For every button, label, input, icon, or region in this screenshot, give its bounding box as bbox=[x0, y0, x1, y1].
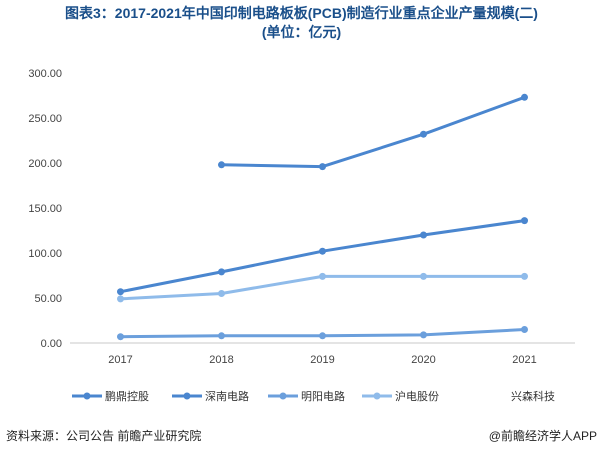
x-tick-label: 2019 bbox=[310, 354, 334, 366]
legend-label: 鹏鼎控股 bbox=[105, 389, 149, 403]
data-point bbox=[420, 331, 427, 339]
y-tick-label: 250.00 bbox=[28, 113, 62, 125]
chart-title-line-1: 图表3：2017-2021年中国印制电路板板(PCB)制造行业重点企业产量规模(… bbox=[65, 5, 538, 21]
legend-swatch-marker bbox=[183, 392, 191, 400]
data-point bbox=[420, 231, 427, 239]
y-tick-label: 100.00 bbox=[28, 248, 62, 260]
y-tick-label: 50.00 bbox=[34, 293, 62, 305]
data-point bbox=[420, 272, 427, 280]
series-line-2 bbox=[119, 219, 526, 294]
data-point bbox=[218, 332, 225, 340]
axes: 0.00 50.00 100.00 150.00 200.00 250.00 300.00 2… bbox=[28, 68, 575, 366]
x-tick-label: 2020 bbox=[411, 354, 435, 366]
legend-label: 明阳电路 bbox=[301, 390, 345, 403]
data-point bbox=[218, 268, 225, 276]
x-tick-label: 2021 bbox=[512, 354, 536, 366]
series-line-1 bbox=[220, 95, 526, 169]
series-layer bbox=[117, 93, 528, 341]
data-point bbox=[218, 290, 225, 297]
data-point bbox=[521, 93, 528, 101]
x-tick-label: 2017 bbox=[108, 354, 132, 366]
legend-label: 兴森科技 bbox=[511, 389, 555, 403]
y-tick-label: 0.00 bbox=[41, 338, 62, 350]
y-tick-label: 200.00 bbox=[28, 158, 62, 170]
y-tick-label: 300.00 bbox=[28, 68, 62, 80]
brand-credit: @前瞻经济学人APP bbox=[488, 429, 597, 443]
x-tick-label: 2018 bbox=[209, 354, 233, 366]
data-point bbox=[117, 333, 124, 341]
data-point bbox=[521, 326, 528, 333]
data-point bbox=[521, 217, 528, 225]
data-point bbox=[521, 272, 528, 280]
data-point bbox=[218, 161, 225, 169]
data-point bbox=[319, 272, 326, 280]
legend-swatch-marker bbox=[83, 392, 91, 400]
legend-swatch-marker bbox=[373, 392, 381, 400]
legend-label: 沪电股份 bbox=[395, 389, 439, 403]
data-point bbox=[117, 295, 124, 303]
source-note: 资料来源：公司公告 前瞻产业研究院 bbox=[6, 429, 202, 443]
data-point bbox=[117, 288, 124, 296]
chart-title: 图表3：2017-2021年中国印制电路板板(PCB)制造行业重点企业产量规模(… bbox=[0, 4, 603, 42]
chart-title-line-2: (单位：亿元) bbox=[261, 24, 342, 40]
data-point bbox=[319, 332, 326, 340]
y-tick-label: 150.00 bbox=[28, 203, 62, 215]
data-point bbox=[319, 163, 326, 171]
legend: 鹏鼎控股 深南电路 明阳电路 沪电股份 兴森科技 bbox=[72, 389, 555, 403]
line-chart: 0.00 50.00 100.00 150.00 200.00 250.00 300.00 2… bbox=[28, 68, 575, 403]
data-point bbox=[319, 247, 326, 255]
legend-swatch-marker bbox=[279, 392, 287, 400]
data-point bbox=[420, 130, 427, 138]
legend-label: 深南电路 bbox=[205, 390, 249, 403]
